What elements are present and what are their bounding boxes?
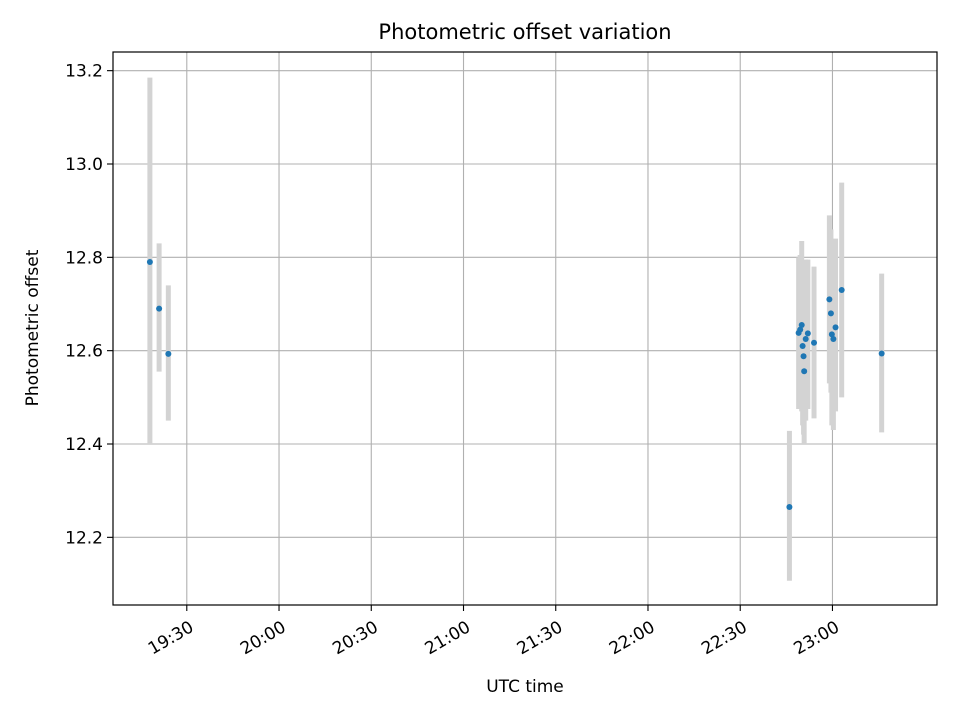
x-tick-label: 21:30: [514, 617, 566, 659]
y-tick-label: 12.6: [65, 342, 103, 362]
data-points: [146, 259, 885, 510]
x-axis-label: UTC time: [486, 677, 564, 697]
data-point: [826, 296, 833, 303]
data-point: [828, 331, 835, 338]
y-tick-label: 13.0: [65, 155, 103, 175]
data-point: [832, 324, 839, 331]
data-point: [811, 339, 818, 346]
plot-frame: [112, 51, 938, 606]
y-tick-label: 12.8: [65, 248, 103, 268]
data-point: [798, 322, 805, 328]
data-point: [878, 350, 885, 357]
x-tick-label: 22:30: [698, 617, 750, 659]
error-bars: [147, 77, 885, 581]
x-tick-label: 23:00: [791, 617, 843, 659]
y-tick-label: 13.2: [65, 62, 103, 82]
x-tick-label: 20:30: [329, 617, 381, 659]
x-tick-label: 21:00: [422, 617, 474, 659]
data-point: [156, 305, 163, 312]
data-point: [830, 336, 837, 342]
data-point: [838, 287, 845, 293]
data-point: [146, 259, 153, 265]
x-axis-ticks: 19:30 20:00 20:30 21:00 21:30 22:00 22:30 23:00: [145, 605, 843, 659]
data-point: [802, 336, 809, 342]
y-axis-label: Photometric offset: [23, 249, 43, 406]
data-point: [801, 368, 808, 375]
data-point: [165, 350, 172, 357]
data-point: [786, 504, 793, 510]
x-tick-label: 20:00: [237, 617, 289, 659]
data-point: [804, 330, 811, 337]
data-point: [799, 343, 806, 349]
data-point: [797, 326, 804, 333]
chart-title: Photometric offset variation: [378, 20, 671, 44]
y-axis-ticks: 12.2 12.4 12.6 12.8 13.0 13.2: [65, 62, 113, 548]
y-tick-label: 12.4: [65, 435, 103, 455]
y-tick-label: 12.2: [65, 528, 103, 548]
x-tick-label: 22:00: [606, 617, 658, 659]
data-point: [827, 310, 834, 317]
x-tick-label: 19:30: [145, 617, 197, 659]
data-point: [800, 353, 807, 360]
grid: [113, 52, 937, 605]
